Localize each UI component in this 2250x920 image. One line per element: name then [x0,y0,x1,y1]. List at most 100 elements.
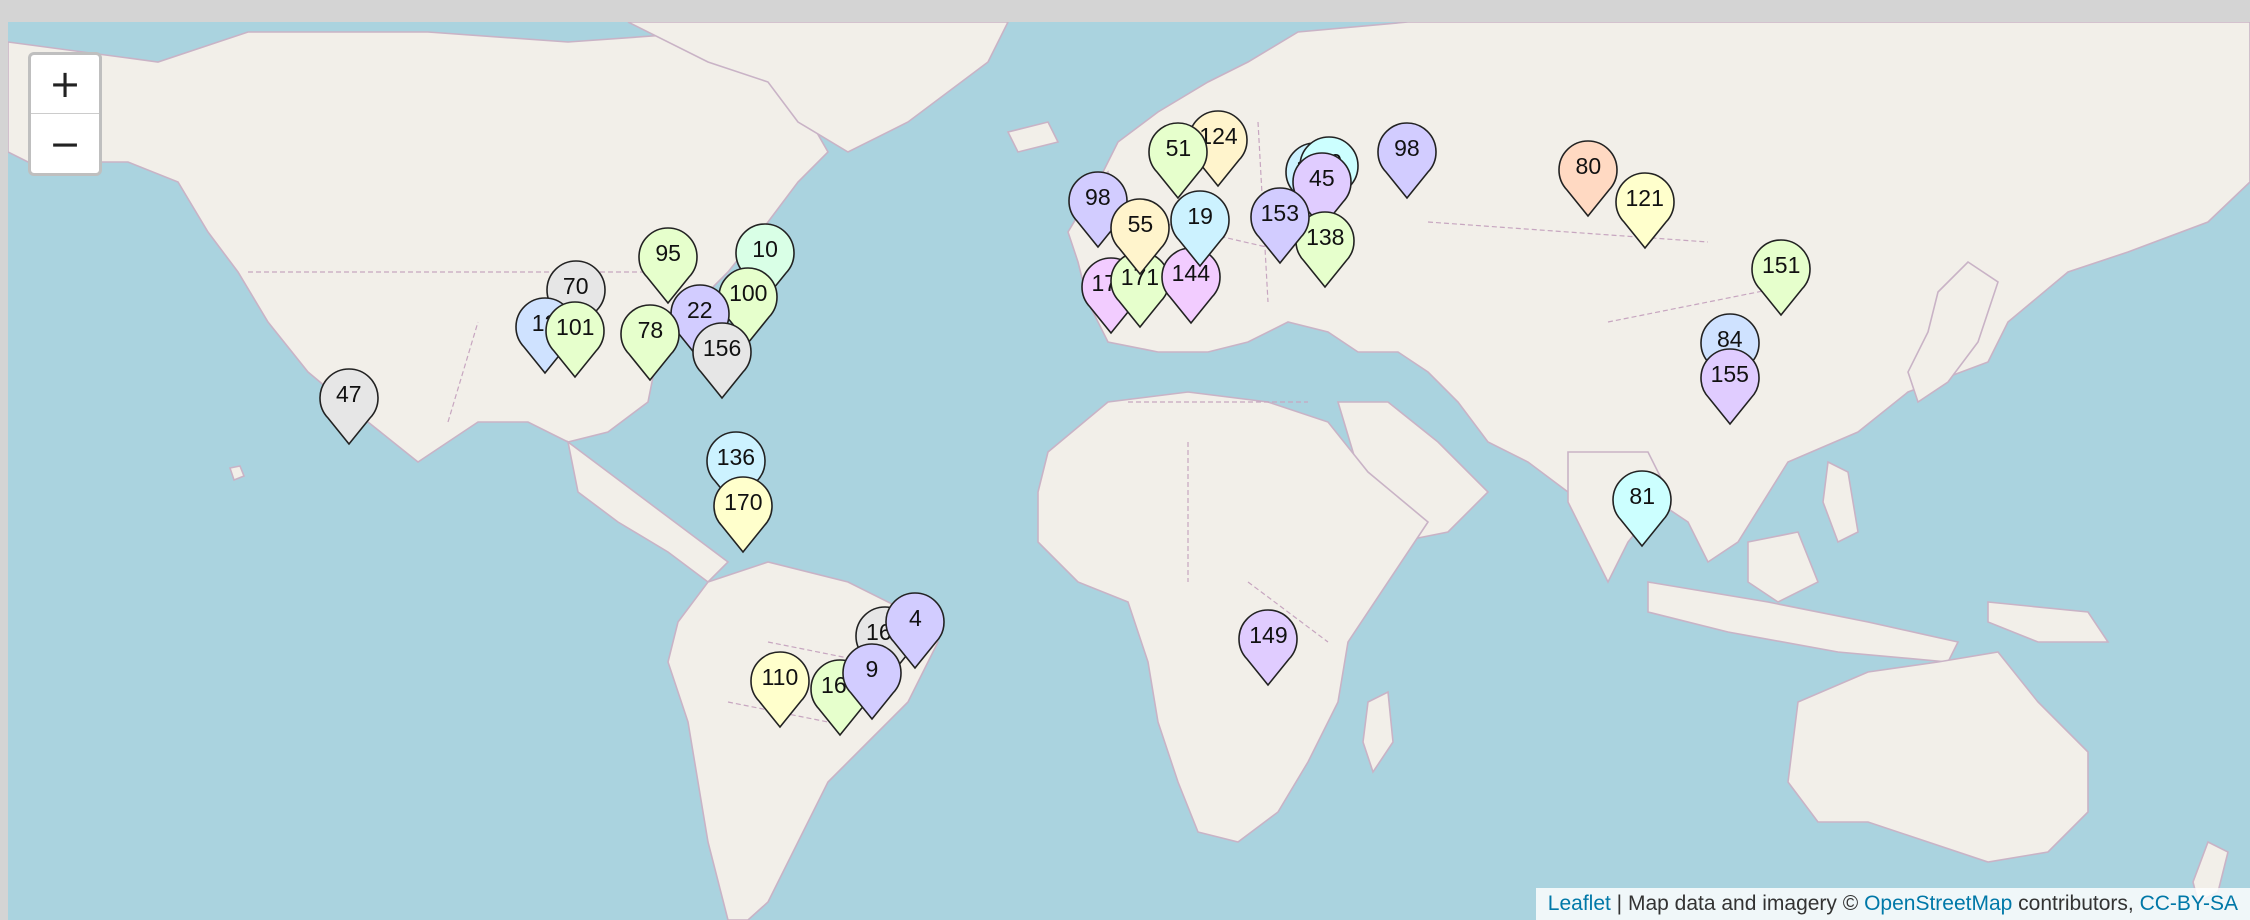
license-link[interactable]: CC-BY-SA [2139,892,2238,915]
marker-label: 95 [655,240,681,266]
marker-label: 151 [1761,252,1801,279]
marker-label: 84 [1716,326,1743,353]
map-marker[interactable]: 155 [1699,348,1761,426]
map-marker[interactable]: 81 [1611,469,1673,548]
marker-label: 144 [1171,260,1210,287]
map-marker[interactable]: 170 [712,476,774,554]
marker-pin-icon [842,643,902,721]
madagascar-landmass [1362,690,1394,774]
marker-pin-icon [1614,171,1675,249]
africa-landmass [1037,391,1430,843]
north-america-landmass [8,31,829,463]
philippines-landmass [1822,460,1859,544]
zoom-out-button[interactable]: − [49,121,81,166]
marker-label: 22 [687,297,713,324]
borneo-landmass [1747,531,1820,603]
marker-pin-icon [750,651,810,729]
marker-pin-icon [1238,608,1299,686]
marker-pin-icon [638,227,698,305]
marker-label: 98 [1085,183,1111,210]
attribution-text-2: contributors, [2012,892,2140,915]
marker-label: 153 [1260,199,1299,226]
marker-label: 101 [556,313,595,340]
map-marker[interactable]: 171 [1109,251,1171,329]
marker-layer: 1248012115116220984513815317217114498511… [8,22,2250,920]
map-marker[interactable]: 9 [841,643,903,721]
marker-pin-icon [1699,348,1760,426]
map-marker[interactable]: 121 [1614,171,1676,250]
zoom-control: + − [28,52,102,176]
eurasia-landmass [1067,22,2250,564]
marker-label: 47 [335,381,362,408]
map-marker[interactable]: 151 [1750,239,1812,317]
iceland-landmass [1006,121,1060,153]
marker-pin-icon [545,300,606,378]
map-marker[interactable]: 78 [619,304,681,382]
marker-pin-icon [1249,186,1310,264]
marker-label: 155 [1710,361,1749,388]
marker-label: 138 [1306,223,1345,250]
map-marker[interactable]: 80 [1557,140,1619,218]
attribution-bar: Leaflet | Map data and imagery © OpenStr… [1535,888,2250,920]
hawaii-landmass [228,465,246,482]
greenland-landmass [627,22,1009,153]
map-marker[interactable]: 95 [637,227,699,305]
map-marker[interactable]: 110 [749,651,811,729]
attribution-text-1: Map data and imagery © [1627,892,1865,915]
new-guinea-landmass [1987,601,2110,643]
map-marker[interactable]: 138 [1294,210,1356,289]
marker-pin-icon [620,304,681,382]
marker-pin-icon [1110,198,1171,276]
japan-landmass [1907,260,1999,404]
map-marker[interactable]: 19 [1169,189,1231,268]
marker-label: 121 [1625,184,1664,211]
marker-pin-icon [1612,469,1673,547]
marker-label: 100 [729,279,768,306]
marker-label: 70 [562,272,589,299]
marker-pin-icon [692,322,752,400]
map-marker[interactable]: 10 [734,223,796,301]
map-marker[interactable]: 47 [318,368,380,446]
map-marker[interactable]: 144 [1160,247,1222,325]
marker-label: 19 [1187,202,1213,229]
marker-pin-icon [713,476,774,554]
marker-label: 149 [1249,621,1288,648]
map-marker[interactable]: 101 [544,300,606,379]
marker-label: 45 [1309,164,1335,191]
marker-label: 9 [865,656,879,683]
marker-label: 10 [752,235,778,262]
marker-label: 55 [1127,211,1154,238]
marker-pin-icon [318,368,379,446]
australia-landmass [1787,651,2089,863]
marker-label: 78 [637,317,664,344]
osm-link[interactable]: OpenStreetMap [1864,892,2013,915]
attribution-separator: | [1610,892,1628,915]
marker-label: 110 [761,664,799,691]
map-marker[interactable]: 153 [1249,186,1311,265]
marker-pin-icon [1377,122,1437,200]
map-marker[interactable]: 55 [1109,198,1171,276]
world-map[interactable]: 1248012115116220984513815317217114498511… [8,22,2250,920]
marker-label: 170 [724,489,763,515]
marker-label: 81 [1629,482,1656,509]
marker-pin-icon [1751,239,1811,317]
marker-pin-icon [1558,140,1619,218]
marker-pin-icon [1295,210,1356,288]
marker-pin-icon [1170,189,1230,267]
leaflet-link[interactable]: Leaflet [1547,892,1611,915]
marker-pin-icon [1148,122,1209,200]
map-marker[interactable]: 149 [1237,608,1299,687]
map-marker[interactable]: 156 [691,322,753,400]
marker-label: 136 [716,444,756,471]
map-marker[interactable]: 4 [884,592,946,670]
marker-label: 80 [1575,153,1602,180]
map-marker[interactable]: 100 [717,267,779,345]
zoom-in-button[interactable]: + [31,55,99,114]
map-marker[interactable]: 98 [1376,122,1438,200]
map-marker[interactable]: 51 [1147,122,1209,200]
marker-label: 98 [1394,135,1420,162]
central-america-landmass [566,440,730,584]
marker-label: 4 [908,605,922,632]
marker-pin-icon [885,592,946,670]
